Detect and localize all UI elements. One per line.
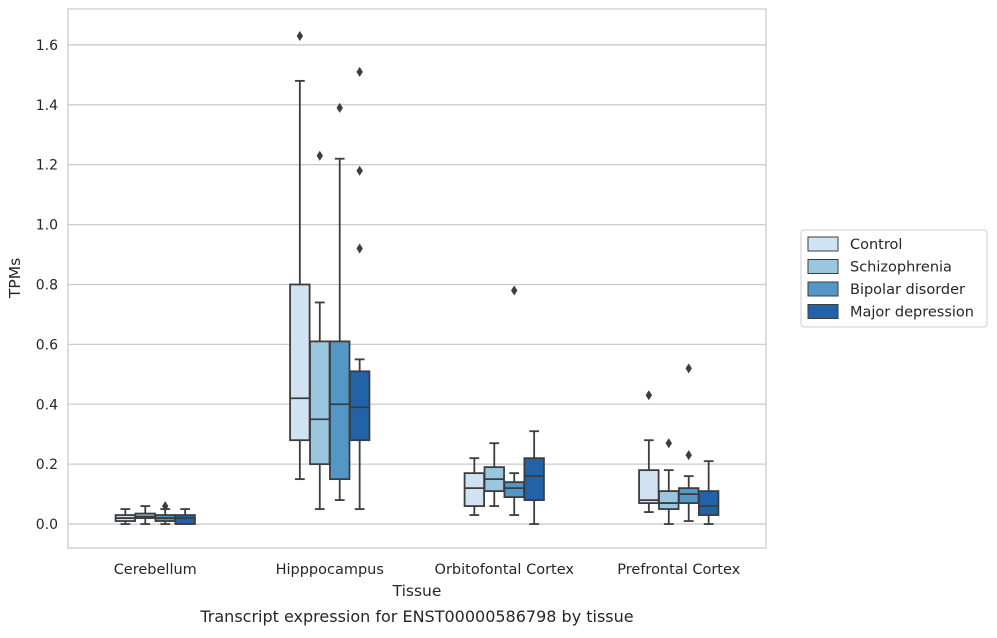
outlier-point	[336, 102, 343, 113]
legend-label: Schizophrenia	[850, 260, 952, 276]
box-iqr	[289, 283, 311, 442]
box-iqr	[309, 340, 331, 466]
box-iqr	[503, 481, 525, 498]
box-group	[678, 363, 700, 522]
outlier-point	[162, 501, 169, 512]
box-group	[483, 442, 505, 507]
legend-swatch	[807, 236, 839, 252]
box-group	[134, 505, 156, 525]
box-group	[348, 66, 371, 510]
box-group	[114, 508, 137, 525]
outlier-point	[665, 438, 672, 449]
legend-swatch	[807, 281, 839, 297]
outlier-point	[316, 150, 323, 161]
outlier-point	[356, 66, 363, 77]
y-tick-label: 0.6	[36, 337, 58, 353]
outlier-point	[356, 243, 363, 254]
box-iqr	[638, 469, 660, 504]
legend-label: Major depression	[850, 305, 974, 321]
legend: Control Schizophrenia Bipolar disorder Majo…	[800, 229, 988, 328]
x-tick-label: Cerebellum	[114, 562, 197, 578]
y-tick-label: 1.6	[36, 38, 58, 54]
outlier-point	[685, 363, 692, 374]
x-tick-labels: Cerebellum Hipppocampus Orbitofontal Corte…	[114, 562, 741, 578]
legend-swatch	[807, 259, 839, 274]
x-tick-label: Orbitofontal Cortex	[435, 562, 575, 578]
legend-swatch	[807, 304, 839, 319]
box-iqr	[523, 457, 545, 501]
chart-caption: Transcript expression for ENST0000058679…	[199, 607, 633, 626]
box-iqr	[174, 514, 196, 525]
y-tick-label: 1.4	[36, 98, 58, 114]
y-tick-label: 0.8	[36, 277, 58, 293]
box-series	[114, 30, 720, 525]
box-iqr	[463, 472, 486, 507]
legend-label: Control	[850, 237, 902, 253]
plot-area	[68, 9, 766, 548]
y-tick-label: 0.2	[36, 457, 58, 473]
y-tick-labels: 0.0 0.2 0.4 0.6 0.8 1.0 1.2 1.4 1.6	[36, 38, 58, 533]
outlier-point	[356, 165, 363, 176]
y-tick-label: 0.0	[36, 517, 58, 533]
outlier-point	[685, 450, 692, 461]
box-iqr	[697, 490, 720, 516]
plot-frame	[67, 8, 767, 549]
y-tick-label: 1.2	[36, 158, 58, 174]
legend-items: Control Schizophrenia Bipolar disorder Majo…	[807, 236, 974, 321]
y-tick-label: 1.0	[36, 218, 58, 234]
legend-frame	[800, 229, 988, 328]
box-iqr	[329, 340, 351, 481]
box-group	[638, 390, 660, 513]
box-group	[503, 285, 525, 516]
box-group	[329, 102, 351, 501]
box-iqr	[348, 370, 371, 442]
x-axis-label: Tissue	[392, 582, 442, 600]
box-group	[523, 430, 545, 525]
legend-label: Bipolar disorder	[850, 282, 965, 298]
box-group	[463, 457, 486, 516]
box-group	[174, 508, 196, 525]
box-iqr	[678, 487, 700, 504]
y-axis-label: TPMs	[6, 258, 24, 299]
outlier-point	[645, 390, 653, 401]
box-group	[658, 438, 680, 525]
y-tick-label: 0.4	[36, 397, 58, 413]
x-tick-label: Hipppocampus	[276, 562, 384, 578]
outlier-point	[511, 285, 518, 296]
box-group	[697, 460, 720, 525]
x-tick-label: Prefrontal Cortex	[617, 562, 740, 578]
box-iqr	[658, 490, 680, 510]
outlier-point	[296, 30, 304, 41]
